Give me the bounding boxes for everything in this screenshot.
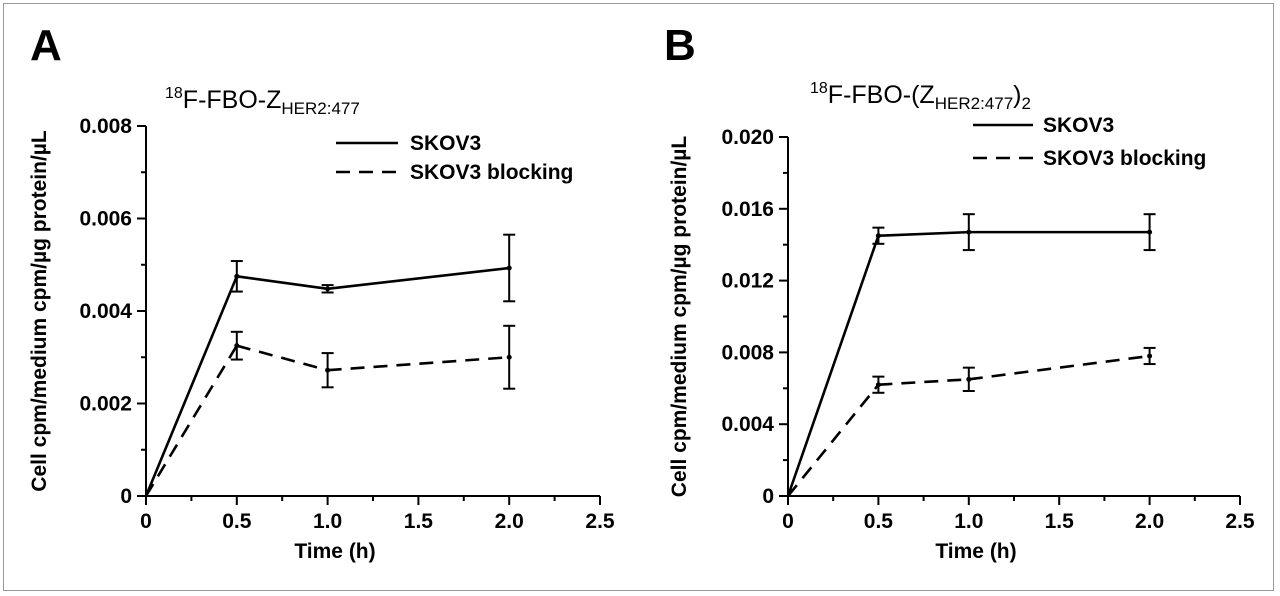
x-tick-label: 0 — [140, 510, 152, 533]
title-tail-sub: 2 — [1021, 94, 1030, 113]
data-point — [506, 354, 512, 360]
data-point — [325, 367, 331, 373]
title-sup: 18 — [810, 80, 828, 97]
legend-label: SKOV3 — [1043, 114, 1114, 137]
y-tick-label: 0.008 — [79, 115, 132, 138]
series-line-segment — [878, 378, 969, 387]
chart-title: 18F-FBO-ZHER2:477 — [165, 85, 360, 118]
y-tick-label: 0.020 — [721, 126, 774, 149]
panel-letter: A — [30, 21, 62, 70]
panel-b: B 18F-FBO-(ZHER2:477)2 0 0.5 1.0 1.5 2.0 2.5 0 0.… — [664, 21, 1255, 563]
data-point — [325, 286, 331, 292]
y-tick-label: 0.006 — [79, 208, 132, 231]
series-line-segment — [236, 344, 328, 372]
y-tick-label: 0.004 — [721, 413, 774, 436]
panel-letter: B — [664, 21, 696, 70]
y-tick-label: 0 — [762, 485, 774, 508]
x-tick-label: 1.0 — [954, 510, 983, 533]
y-axis-label: Cell cpm/medium cpm/µg protein/µL — [28, 130, 51, 492]
legend: SKOV3 SKOV3 blocking — [973, 114, 1206, 170]
series-skov3 — [144, 233, 516, 497]
x-tick-label: 0.5 — [864, 510, 894, 533]
y-tick-label: 0.012 — [721, 270, 774, 293]
x-tick-label: 1.5 — [404, 510, 434, 533]
legend: SKOV3 SKOV3 blocking — [336, 132, 573, 184]
y-axis-label: Cell cpm/medium cpm/µg protein/µL — [668, 136, 691, 498]
title-main: F-FBO-(Z — [828, 81, 935, 109]
x-tick-label: 2.0 — [495, 510, 524, 533]
series-line-segment — [144, 345, 238, 497]
data-point — [875, 233, 881, 239]
data-point — [966, 229, 972, 235]
legend-label: SKOV3 blocking — [1043, 147, 1206, 170]
series-line-segment — [786, 383, 880, 497]
x-axis-label: Time (h) — [935, 540, 1016, 563]
data-point — [506, 265, 512, 271]
y-tick-label: 0.002 — [79, 393, 132, 416]
series-skov3-blocking — [786, 346, 1156, 497]
series-line-segment — [786, 235, 880, 497]
x-tick-label: 2.5 — [585, 510, 615, 533]
y-tick-label: 0 — [120, 485, 132, 508]
series-line-segment — [878, 230, 969, 238]
series-skov3 — [786, 213, 1156, 497]
data-point — [875, 382, 881, 388]
x-tick-label: 1.0 — [313, 510, 342, 533]
chart-title: 18F-FBO-(ZHER2:477)2 — [810, 80, 1031, 113]
x-tick-label: 2.0 — [1135, 510, 1164, 533]
series-skov3-blocking — [144, 324, 516, 497]
x-axis-label: Time (h) — [294, 540, 375, 563]
title-sub: HER2:477 — [281, 99, 359, 118]
title-sup: 18 — [165, 85, 183, 102]
series-line-segment — [327, 355, 510, 372]
series-line-segment — [327, 266, 510, 291]
data-point — [1147, 353, 1153, 359]
title-main: F-FBO-Z — [183, 86, 282, 114]
title-sub: HER2:477 — [935, 94, 1013, 113]
data-point — [966, 376, 972, 382]
x-tick-label: 2.5 — [1225, 510, 1255, 533]
data-point — [234, 343, 240, 349]
y-tick-label: 0.008 — [721, 341, 774, 364]
series-line-segment — [968, 354, 1150, 381]
figure-frame — [3, 3, 1274, 591]
y-tick-label: 0.004 — [79, 300, 132, 323]
legend-label: SKOV3 blocking — [410, 161, 573, 184]
x-tick-label: 0 — [782, 510, 794, 533]
series-line-segment — [236, 275, 328, 291]
x-tick-label: 0.5 — [222, 510, 252, 533]
data-point — [234, 273, 240, 279]
panel-a: A 18F-FBO-ZHER2:477 0 0.5 1.0 1.5 2.0 2.5 0 0.002… — [28, 21, 615, 563]
legend-label: SKOV3 — [410, 132, 481, 155]
title-tail: ) — [1013, 81, 1021, 109]
x-tick-label: 1.5 — [1045, 510, 1075, 533]
y-tick-label: 0.016 — [721, 198, 774, 221]
series-line-segment — [144, 275, 239, 497]
data-point — [1147, 229, 1153, 235]
